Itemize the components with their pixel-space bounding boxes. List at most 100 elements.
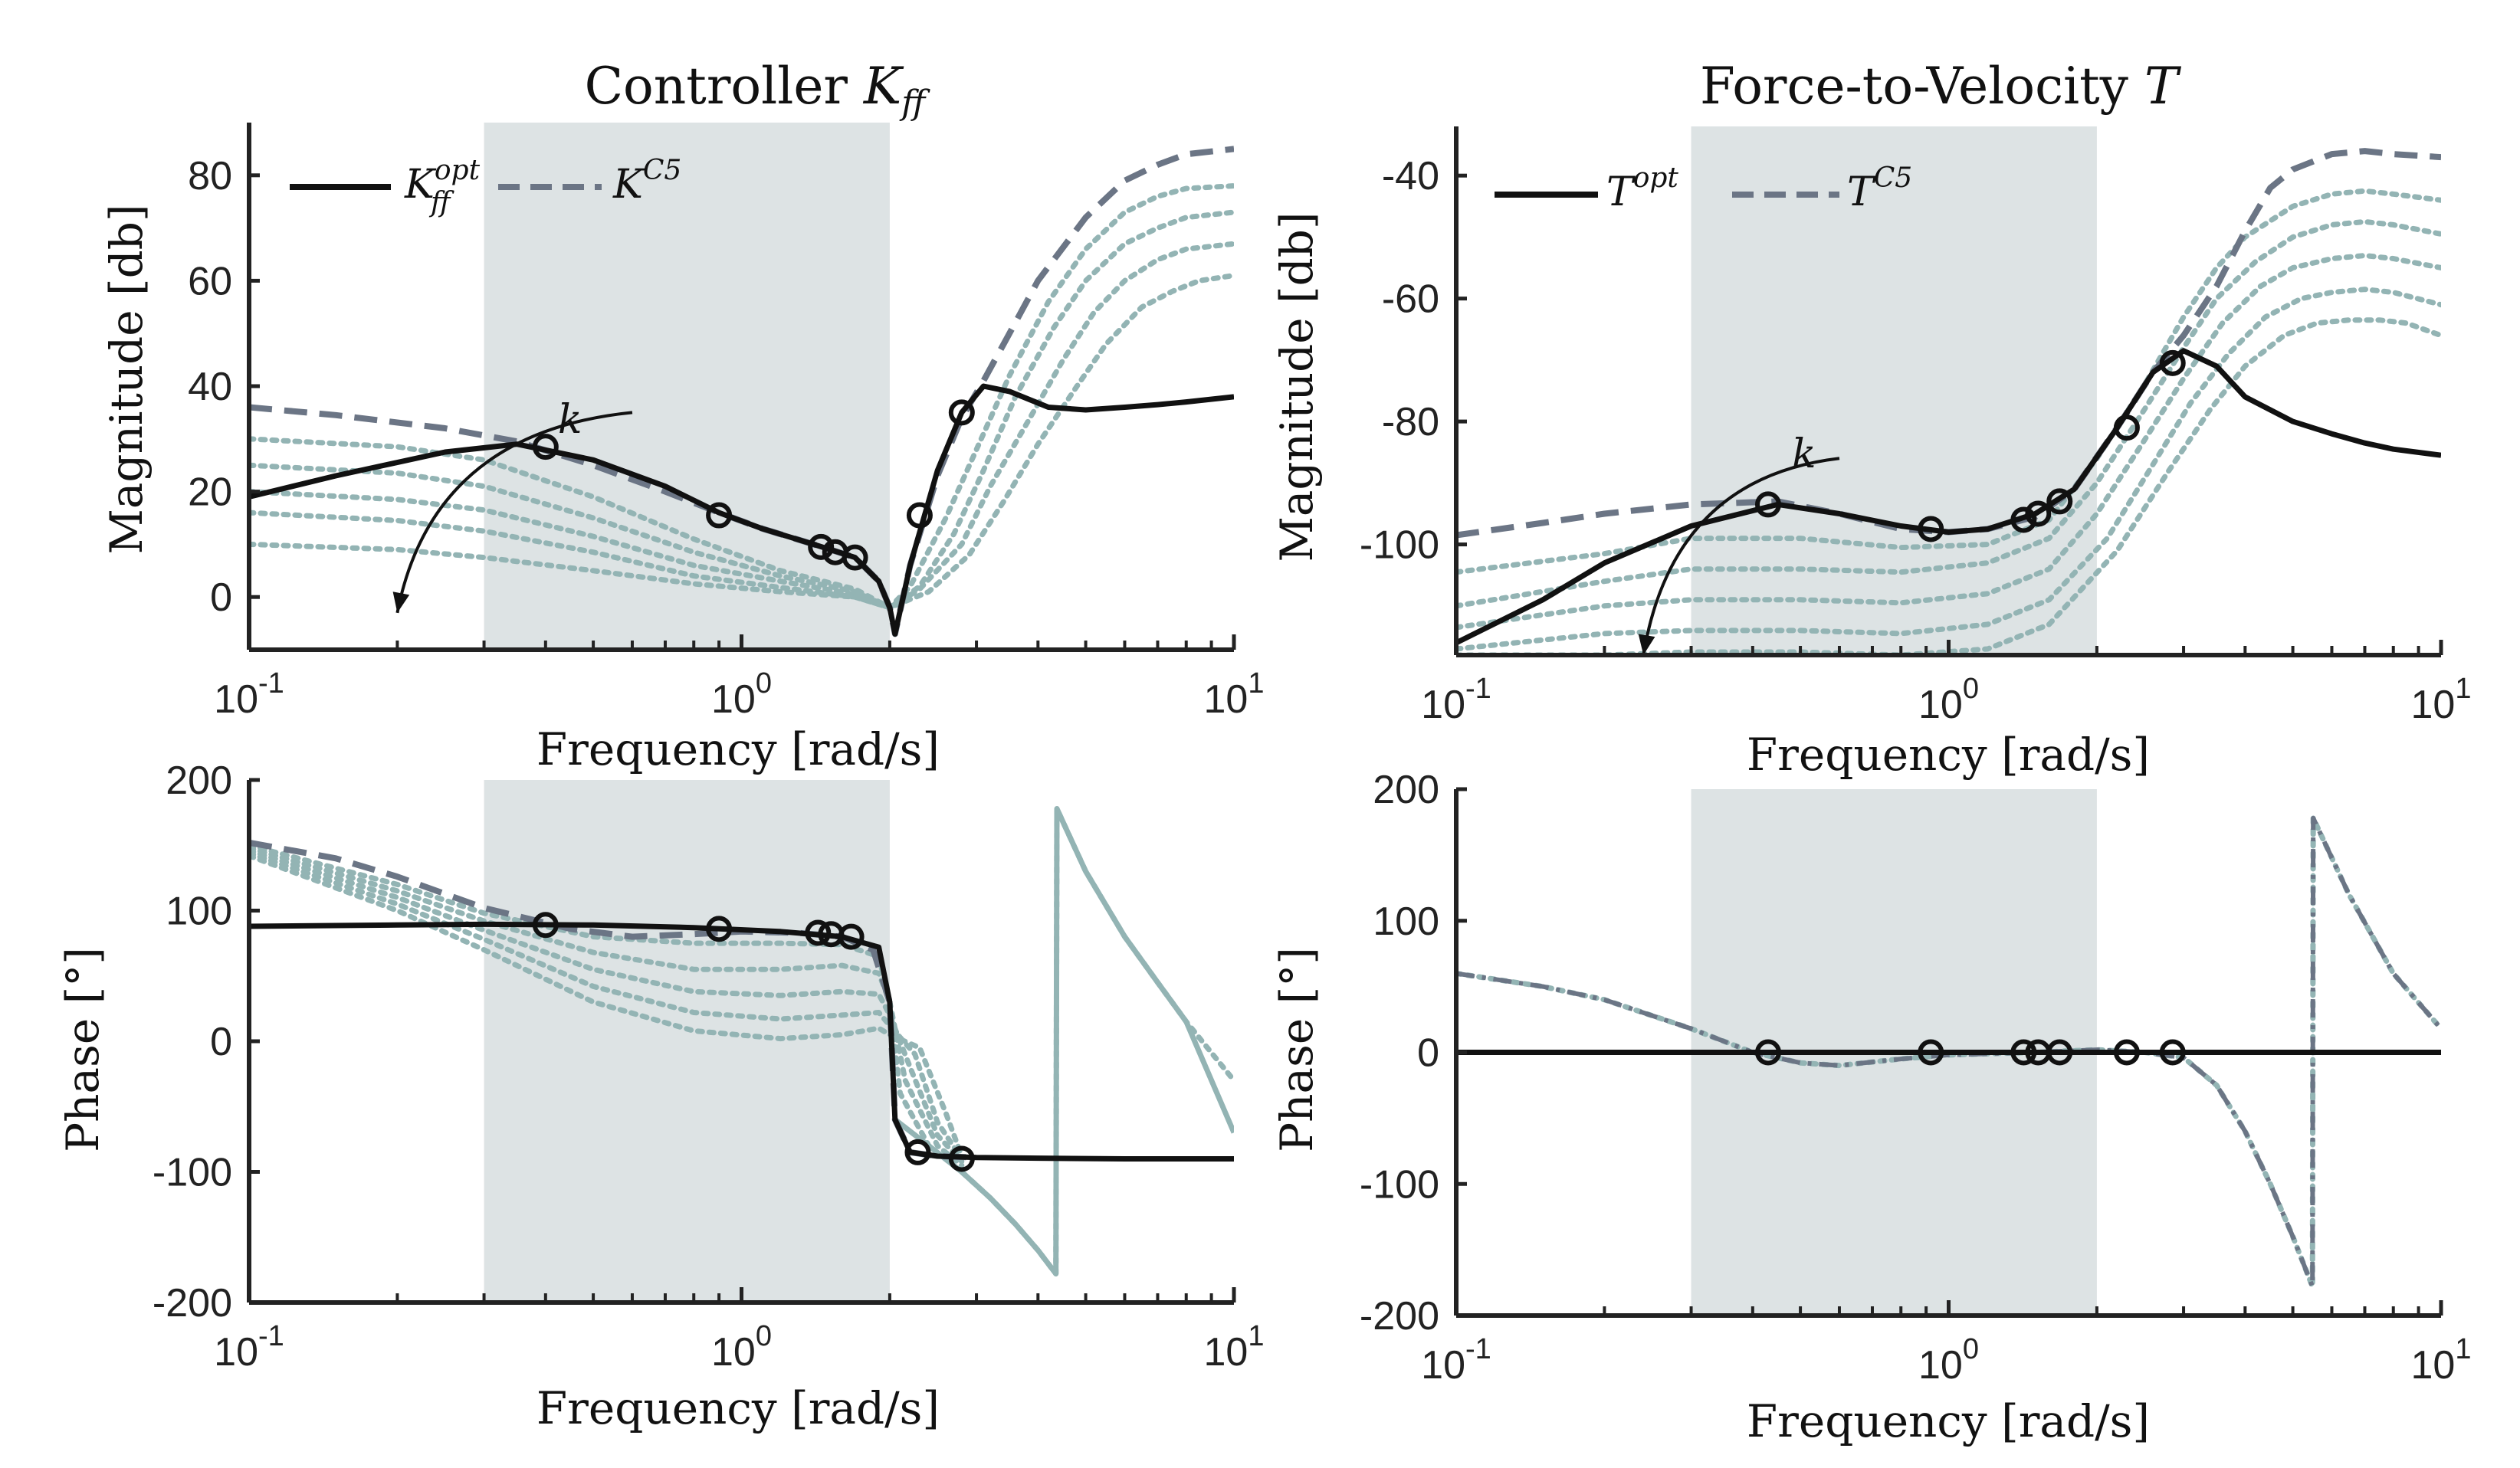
data-marker (2025, 500, 2052, 527)
data-marker (2159, 349, 2186, 376)
band-shade (484, 123, 890, 650)
x-tick-label: 101 (1204, 1320, 1265, 1375)
band-shade (1691, 126, 2097, 655)
panel-kff-phase: -200 -100 0 100 200 10-1 100 101 Phase [°] Freq… (57, 759, 1264, 1434)
series-family-4 (1456, 287, 2441, 652)
legend-t-magnitude: Topt TC5 (1495, 162, 1912, 215)
y-tick-label: 0 (210, 1020, 232, 1064)
series-family-3 (1456, 253, 2441, 631)
legend-label-kff-opt: Kopt ff (404, 155, 481, 218)
series-family-2 (249, 845, 965, 1168)
plot-area-t-magnitude: -100 -80 -60 -40 10-1 100 101 (1360, 126, 2472, 727)
title-force-to-velocity: Force-to-Velocity T (1700, 57, 2182, 116)
legend-label-t-c5: TC5 (1847, 162, 1912, 215)
arrow-label-k-kff: k (558, 397, 582, 443)
data-marker (1755, 1039, 1782, 1066)
data-marker (2159, 1039, 2186, 1066)
arrow-label-k-t: k (1792, 431, 1816, 477)
series-family-3 (249, 241, 1234, 611)
x-tick-label: 10-1 (214, 667, 284, 722)
data-marker (808, 533, 835, 560)
ylabel-kff-magnitude: Magnitude [db] (100, 204, 153, 554)
x-tick-label: 101 (2411, 673, 2472, 727)
x-tick-label: 100 (711, 667, 772, 722)
data-marker (2046, 488, 2073, 515)
series-k-ff-opt (249, 383, 1234, 637)
ylabel-kff-phase: Phase [°] (57, 947, 109, 1152)
x-tick-label: 101 (1204, 667, 1265, 722)
data-marker (1918, 1039, 1944, 1066)
series-continuation (893, 806, 1234, 1276)
arrow-k-curve (1642, 457, 1840, 656)
x-tick-label: 100 (711, 1320, 772, 1375)
series-family-5 (1456, 317, 2441, 655)
y-tick-label: 40 (188, 365, 232, 409)
x-tick-label: 10-1 (1421, 1333, 1491, 1388)
data-marker (2113, 415, 2140, 441)
y-tick-label: 80 (188, 154, 232, 198)
y-tick-label: -80 (1382, 400, 1439, 444)
arrow-k-head (1638, 634, 1655, 655)
band-shade (484, 780, 890, 1303)
x-tick-label: 10-1 (214, 1320, 284, 1375)
data-marker (706, 502, 733, 529)
series-family-5 (249, 541, 893, 611)
xlabel-kff-magnitude: Frequency [rad/s] (536, 723, 940, 775)
series-family-1 (1456, 188, 2441, 575)
series-t-opt (1456, 348, 2441, 646)
y-tick-label: 200 (166, 759, 232, 803)
panel-t-magnitude: -100 -80 -60 -40 10-1 100 101 Magnitude [db] F… (1271, 126, 2471, 781)
data-marker (2113, 1039, 2140, 1066)
x-tick-label: 100 (1918, 1333, 1979, 1388)
ylabel-t-magnitude: Magnitude [db] (1271, 211, 1323, 562)
y-tick-label: -100 (153, 1151, 232, 1195)
series-family-1 (249, 183, 1234, 611)
ylabel-t-phase: Phase [°] (1271, 947, 1323, 1152)
plot-area-t-phase: -200 -100 0 100 200 10-1 100 101 (1360, 768, 2472, 1388)
xlabel-kff-phase: Frequency [rad/s] (536, 1382, 940, 1434)
series-family-2 (1456, 218, 2441, 609)
x-tick-label: 10-1 (1421, 673, 1491, 727)
xlabel-t-phase: Frequency [rad/s] (1747, 1395, 2150, 1447)
arrow-k-head (392, 591, 410, 613)
data-marker (906, 502, 933, 529)
arrow-k-curve (395, 411, 633, 614)
y-tick-label: 100 (1373, 899, 1439, 944)
data-marker (532, 912, 559, 939)
data-marker (2046, 1039, 2073, 1066)
series-family-2 (249, 209, 1234, 611)
x-tick-label: 101 (2411, 1333, 2472, 1388)
legend-label-k-c5: KC5 (612, 155, 681, 208)
y-tick-label: 100 (166, 890, 232, 934)
x-tick-label: 100 (1918, 673, 1979, 727)
data-marker (948, 1145, 975, 1172)
plot-area-kff-magnitude: 0 20 40 60 80 10-1 100 101 (188, 123, 1264, 722)
data-marker (948, 399, 975, 426)
y-tick-label: 0 (1417, 1031, 1439, 1076)
panel-kff-magnitude: 0 20 40 60 80 10-1 100 101 Magnitude [db] Frequ… (100, 123, 1264, 775)
data-marker (2010, 1039, 2037, 1066)
y-tick-label: -200 (153, 1281, 232, 1325)
series-k-c5 (249, 146, 1234, 637)
legend-label-t-opt: Topt (1606, 162, 1678, 215)
y-tick-label: -100 (1360, 1162, 1439, 1207)
data-marker (2010, 506, 2037, 533)
legend-kff-magnitude: Kopt ff KC5 (290, 155, 681, 218)
data-marker (532, 434, 559, 460)
data-marker (838, 923, 865, 950)
y-tick-label: 20 (188, 470, 232, 515)
data-marker (805, 919, 832, 946)
data-marker (1918, 516, 1944, 542)
plot-area-kff-phase: -200 -100 0 100 200 10-1 100 101 (153, 759, 1265, 1375)
series-family-4 (249, 850, 965, 1162)
data-marker (1755, 491, 1782, 518)
y-tick-label: 0 (210, 575, 232, 620)
panel-t-phase: -200 -100 0 100 200 10-1 100 101 Phase [°] Freq… (1271, 768, 2471, 1447)
data-marker (904, 1139, 931, 1165)
data-marker (706, 916, 733, 942)
xlabel-t-magnitude: Frequency [rad/s] (1747, 729, 2150, 781)
y-tick-label: -200 (1360, 1294, 1439, 1339)
y-tick-label: -40 (1382, 154, 1439, 198)
data-marker (842, 544, 868, 571)
